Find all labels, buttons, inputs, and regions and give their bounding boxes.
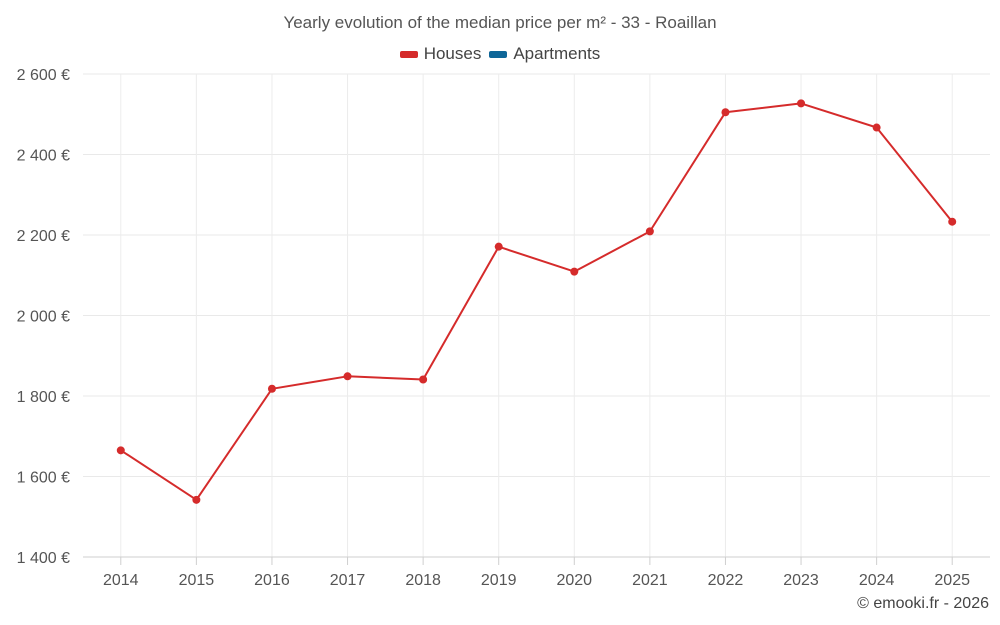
legend-item-apartments[interactable]: Apartments bbox=[489, 44, 600, 64]
data-point-houses-2020[interactable] bbox=[570, 267, 579, 276]
data-point-houses-2014[interactable] bbox=[116, 446, 125, 455]
legend-swatch-houses bbox=[399, 50, 418, 58]
y-tick-label: 2 600 € bbox=[17, 67, 70, 84]
series-line-houses bbox=[119, 102, 954, 501]
y-tick-label: 1 400 € bbox=[17, 550, 70, 567]
data-point-houses-2016[interactable] bbox=[267, 384, 276, 393]
x-tick-label: 2015 bbox=[179, 572, 215, 589]
legend-label-houses: Houses bbox=[423, 44, 482, 63]
data-point-houses-2018[interactable] bbox=[419, 375, 428, 384]
axes: 1 400 € 1 600 € 1 800 € 2 000 € 2 200 € 2 400… bbox=[17, 67, 990, 589]
y-tick-label: 2 200 € bbox=[17, 228, 70, 245]
x-tick-label: 2021 bbox=[632, 572, 668, 589]
x-tick-label: 2014 bbox=[103, 572, 139, 589]
x-tick-label: 2019 bbox=[481, 572, 517, 589]
x-tick-label: 2016 bbox=[254, 572, 290, 589]
chart-title: Yearly evolution of the median price per… bbox=[283, 13, 717, 32]
x-tick-label: 2022 bbox=[708, 572, 744, 589]
data-point-houses-2017[interactable] bbox=[343, 372, 352, 381]
x-tick-label: 2017 bbox=[330, 572, 366, 589]
x-tick-label: 2024 bbox=[859, 572, 895, 589]
data-point-houses-2023[interactable] bbox=[797, 99, 806, 108]
y-tick-label: 2 400 € bbox=[17, 148, 70, 165]
y-tick-label: 1 800 € bbox=[17, 389, 70, 406]
data-point-houses-2025[interactable] bbox=[948, 217, 957, 226]
x-tick-label: 2023 bbox=[783, 572, 819, 589]
legend-swatch-apartments bbox=[489, 50, 508, 58]
data-point-houses-2021[interactable] bbox=[645, 227, 654, 236]
credit-text: © emooki.fr - 2026 bbox=[857, 595, 989, 612]
legend-item-houses[interactable]: Houses bbox=[399, 44, 482, 64]
grid bbox=[83, 73, 990, 557]
series bbox=[116, 99, 957, 504]
legend: Houses Apartments bbox=[0, 44, 1000, 64]
x-tick-label: 2020 bbox=[556, 572, 592, 589]
data-point-houses-2015[interactable] bbox=[192, 495, 201, 504]
x-tick-label: 2018 bbox=[405, 572, 441, 589]
x-tick-label: 2025 bbox=[934, 572, 970, 589]
y-tick-label: 2 000 € bbox=[17, 309, 70, 326]
data-point-houses-2022[interactable] bbox=[721, 108, 730, 117]
y-tick-label: 1 600 € bbox=[17, 470, 70, 487]
data-point-houses-2019[interactable] bbox=[494, 242, 503, 251]
data-point-houses-2024[interactable] bbox=[872, 123, 881, 132]
legend-label-apartments: Apartments bbox=[513, 44, 601, 63]
